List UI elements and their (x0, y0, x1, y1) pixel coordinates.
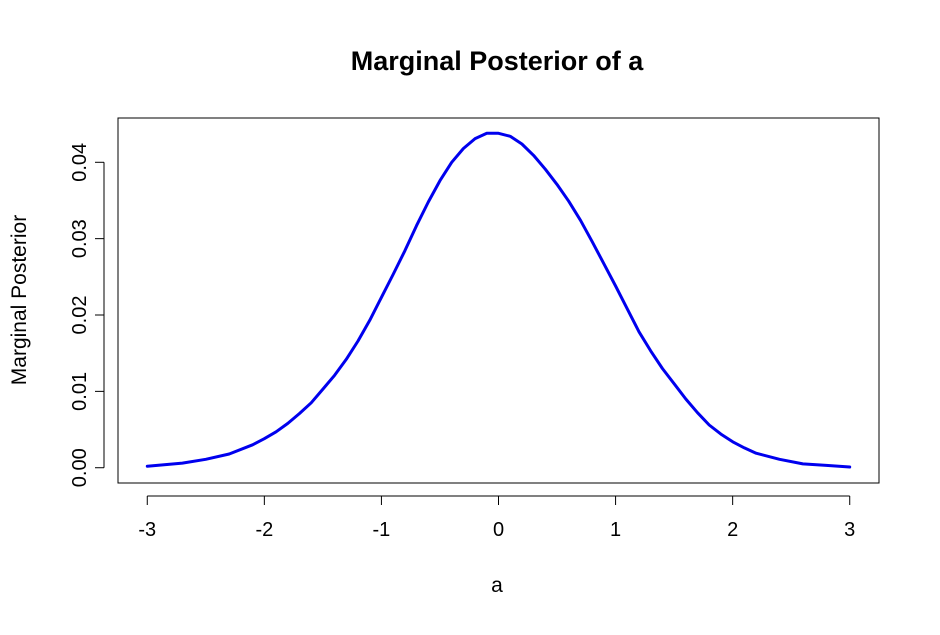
chart-title: Marginal Posterior of a (351, 46, 645, 76)
posterior-density-line (145, 131, 852, 469)
x-tick-label: 2 (727, 519, 738, 541)
y-tick-label: 0.00 (69, 448, 91, 487)
x-tick-label: 0 (493, 519, 504, 541)
y-tick-label: 0.02 (69, 296, 91, 335)
x-axis: -3 -2 -1 0 1 2 3 (138, 495, 855, 541)
x-tick-label: 3 (844, 519, 855, 541)
x-tick-label: -3 (138, 519, 156, 541)
y-axis: 0.00 0.01 0.02 0.03 0.04 (69, 143, 105, 487)
series-layer (145, 131, 852, 469)
y-tick-label: 0.03 (69, 219, 91, 258)
y-tick-label: 0.04 (69, 143, 91, 182)
y-axis-label: Marginal Posterior (8, 215, 31, 385)
plot-frame (117, 117, 880, 484)
x-axis-label: a (491, 574, 503, 597)
x-tick-label: 1 (610, 519, 621, 541)
y-tick-label: 0.01 (69, 372, 91, 411)
x-tick-label: -1 (373, 519, 391, 541)
x-tick-label: -2 (255, 519, 273, 541)
